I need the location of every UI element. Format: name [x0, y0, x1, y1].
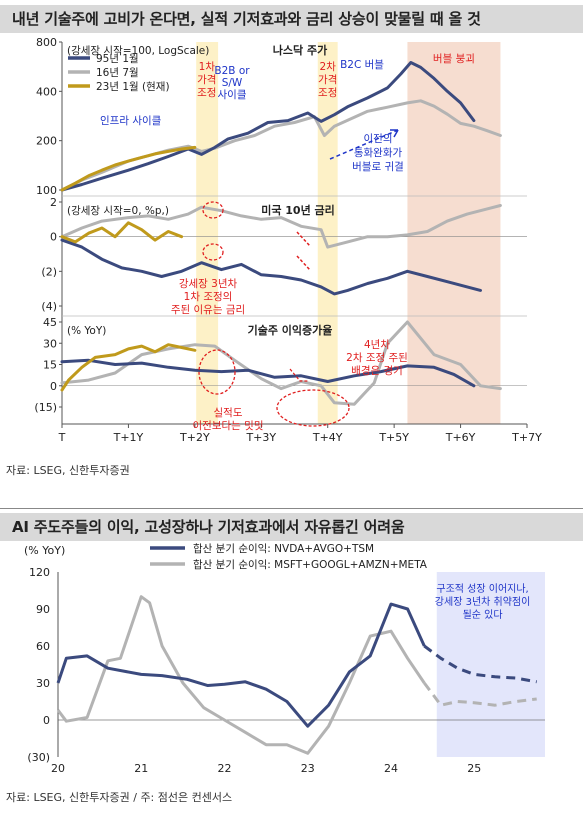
earnings-circle-1 [198, 349, 236, 395]
panel-note: (강세장 시작=100, LogScale) [67, 45, 209, 57]
legend-label: 23년 1월 (현재) [96, 81, 170, 93]
series-line-2 [60, 221, 184, 244]
rate-note: 강세장 3년차 1차 조정의 주된 이유는 금리 [171, 278, 245, 316]
consensus-band [436, 572, 545, 757]
earnings-arrow [289, 368, 308, 382]
y-axis-unit: (% YoY) [24, 544, 65, 557]
series-actual-0 [56, 602, 426, 728]
y-tick-label: 15 [43, 359, 57, 372]
y-tick-label: (15) [34, 401, 57, 414]
earnings-econ-note: 4년차 2차 조정 주된 배경은 경기 [346, 339, 408, 377]
first-correction-band [196, 42, 219, 424]
panel-title: 기술주 이익증가율 [248, 323, 333, 337]
x-tick-label: 21 [134, 762, 148, 775]
x-tick-label: 24 [384, 762, 398, 775]
y-tick-label: 45 [43, 316, 57, 329]
x-tick-label: 20 [51, 762, 65, 775]
y-tick-label: 800 [36, 36, 57, 49]
panel-title: 미국 10년 금리 [261, 203, 335, 217]
series-line-0 [60, 61, 476, 192]
series-line-0 [60, 238, 482, 296]
figure2-title: AI 주도주들의 이익, 고성장하나 기저효과에서 자유롭긴 어려움 [0, 513, 583, 541]
y-tick-label: 200 [36, 135, 57, 148]
series-line-0 [60, 358, 476, 388]
panel-title: 나스닥 주가 [273, 43, 327, 57]
legend-label: 16년 7월 [96, 67, 139, 79]
easing-arrow-head [390, 129, 399, 138]
y-tick-label: 120 [29, 566, 50, 579]
y-tick-label: 0 [50, 231, 57, 244]
y-tick-label: (30) [27, 751, 50, 764]
x-tick-label: T+2Y [179, 431, 210, 444]
bubble-burst-label: 버블 붕괴 [433, 53, 475, 65]
series-actual-1 [56, 595, 426, 755]
rate-circle-2 [202, 243, 224, 261]
second-correction-label: 2차 가격 조정 [318, 61, 337, 99]
x-tick-label: T [58, 431, 66, 444]
earnings-circle-2 [276, 389, 350, 427]
b2c-bubble-note: B2C 버블 [340, 59, 384, 71]
y-tick-label: 60 [36, 640, 50, 653]
first-correction-label: 1차 가격 조정 [197, 61, 216, 99]
y-tick-label: 90 [36, 603, 50, 616]
series-line-2 [60, 145, 197, 192]
x-tick-label: 22 [217, 762, 231, 775]
series-forecast-0 [423, 644, 537, 684]
figure1-source: 자료: LSEG, 신한투자증권 [6, 464, 130, 477]
legend-label: 합산 분기 순이익: MSFT+GOOGL+AMZN+META [193, 559, 428, 571]
structural-growth-note: 구조적 성장 이어지나, 강세장 3년차 취약점이 될순 있다 [435, 583, 531, 621]
b2b-cycle-note: B2B or S/W 사이클 [214, 65, 250, 101]
y-tick-label: 0 [50, 380, 57, 393]
x-tick-label: T+6Y [445, 431, 476, 444]
x-tick-label: T+7Y [511, 431, 542, 444]
series-forecast-1 [423, 682, 537, 707]
y-tick-label: 0 [43, 714, 50, 727]
section-divider [0, 508, 583, 509]
second-correction-band [317, 42, 338, 424]
y-tick-label: (2) [41, 265, 57, 278]
easing-arrow [329, 129, 399, 160]
x-tick-label: T+4Y [312, 431, 343, 444]
panel-note: (% YoY) [67, 325, 106, 337]
legend-label: 합산 분기 순이익: NVDA+AVGO+TSM [193, 543, 374, 555]
figure2-source: 자료: LSEG, 신한투자증권 / 주: 점선은 컨센서스 [6, 791, 233, 804]
figure2-chart: 120 90 60 30 0 (30)20 21 22 23 24 25 (% YoY) 합산 분기 순… [24, 543, 545, 775]
series-line-2 [60, 343, 197, 392]
y-tick-label: 30 [36, 677, 50, 690]
y-tick-label: (4) [41, 300, 57, 313]
series-line-1 [60, 204, 502, 249]
x-tick-label: T+3Y [245, 431, 276, 444]
x-tick-label: 23 [301, 762, 315, 775]
figure1-chart: T T+1Y T+2Y T+3Y T+4Y T+5Y T+6Y T+7Y80040020010… [34, 36, 542, 444]
legend-label: 95년 1월 [96, 53, 139, 65]
y-tick-label: 400 [36, 85, 57, 98]
x-tick-label: T+5Y [378, 431, 409, 444]
infra-cycle-note: 인프라 사이클 [100, 115, 162, 127]
y-tick-label: 2 [50, 196, 57, 209]
y-tick-label: 100 [36, 184, 57, 197]
y-tick-label: 30 [43, 337, 57, 350]
panel-note: (강세장 시작=0, %p,) [67, 205, 169, 217]
earnings-flat-note: 실적도 이전보다는 밋밋 [193, 407, 264, 432]
x-tick-label: 25 [467, 762, 481, 775]
figure1-title: 내년 기술주에 고비가 온다면, 실적 기저효과와 금리 상승이 맞물릴 때 올… [0, 5, 583, 33]
rate-arrows [296, 231, 311, 271]
rate-circle-1 [202, 201, 224, 219]
x-tick-label: T+1Y [113, 431, 144, 444]
